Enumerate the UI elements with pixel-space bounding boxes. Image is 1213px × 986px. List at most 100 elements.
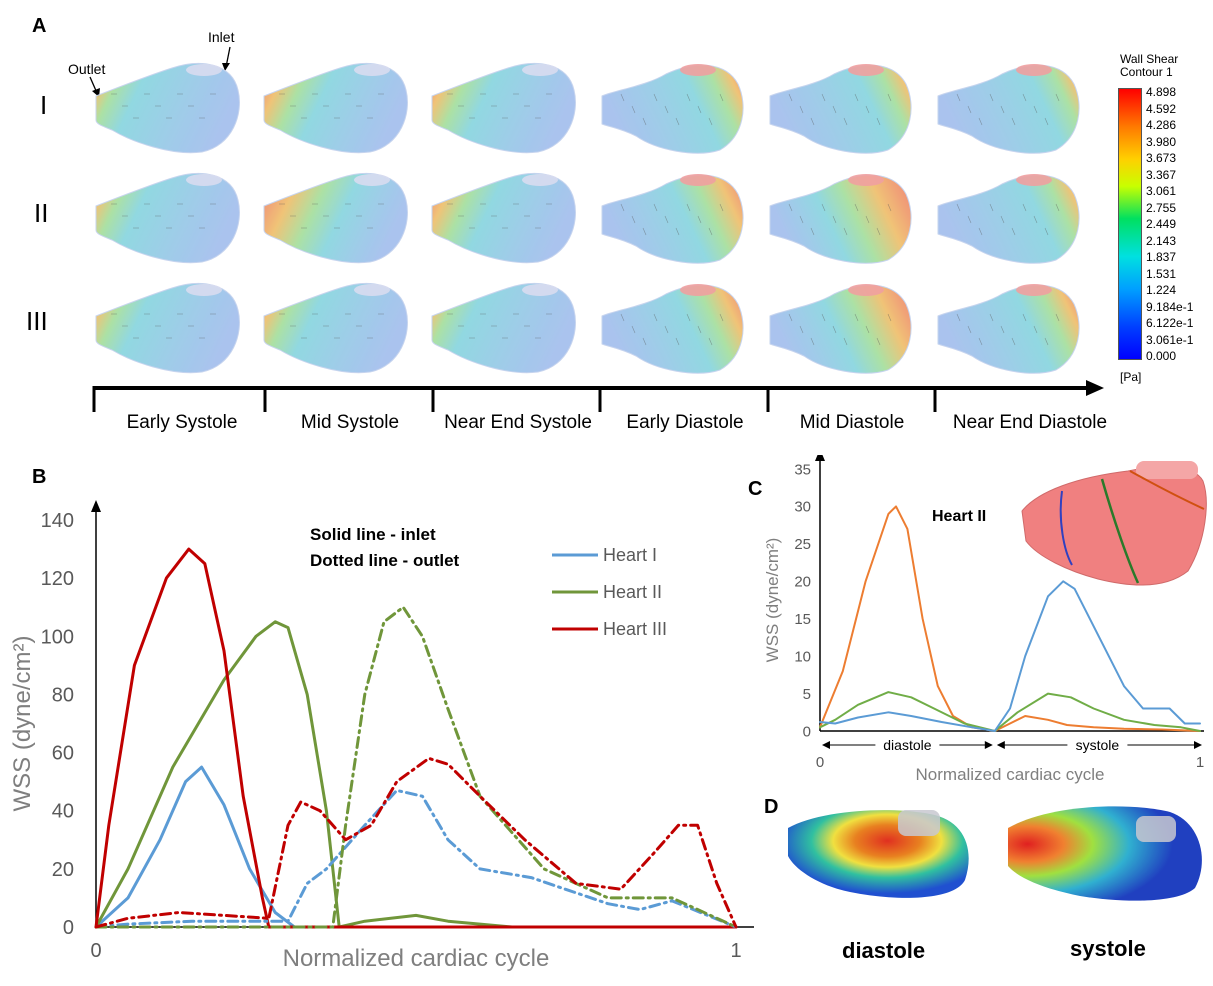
flow-vector: [810, 227, 815, 236]
inlet-cap: [186, 174, 222, 186]
flow-vector: [978, 227, 983, 236]
inlet-cap: [1016, 174, 1052, 186]
flow-vector: [887, 313, 892, 322]
heart-surface: [601, 64, 744, 154]
colorbar-tick-label: 4.592: [1146, 101, 1177, 116]
diastole-range-label: diastole: [883, 737, 931, 753]
inlet-cap: [1016, 284, 1052, 296]
flow-vector: [821, 93, 826, 102]
colorbar-tick-label: 3.061: [1146, 184, 1177, 198]
flow-vector: [843, 117, 848, 126]
flow-vector: [989, 93, 994, 102]
flow-vector: [810, 117, 815, 126]
colorbar-title: Wall Shear Contour 1: [1120, 53, 1178, 79]
flow-vector: [1033, 325, 1038, 334]
y-tick-label: 60: [52, 743, 74, 765]
flow-vector: [821, 203, 826, 212]
heart-surface: [95, 282, 240, 374]
flow-vector: [631, 105, 636, 114]
flow-vector: [686, 313, 691, 322]
flow-vector: [843, 337, 848, 346]
diastole-arrow-left: [822, 741, 830, 749]
flow-vector: [697, 325, 702, 334]
heart-surface: [937, 64, 1080, 154]
heart-ii-inset: Heart II: [932, 461, 1207, 586]
colorbar-tick-label: 3.061e-1: [1146, 332, 1194, 347]
heart-surface: [95, 172, 240, 264]
flow-vector: [887, 93, 892, 102]
heart-surface: [769, 174, 912, 264]
heart-model-I-5: [769, 64, 912, 154]
phase-early-systole: Early Systole: [126, 412, 238, 433]
inlet-cap: [354, 284, 390, 296]
systole-arrow-right: [1194, 741, 1202, 749]
heart-surface: [431, 62, 576, 154]
panel-a-label: A: [32, 15, 47, 37]
legend-label: Heart II: [603, 582, 662, 602]
flow-vector: [620, 313, 625, 322]
flow-vector: [1022, 93, 1027, 102]
colorbar-tick-label: 2.143: [1146, 233, 1177, 248]
phase-near-end-diastole: Near End Diastole: [952, 412, 1108, 433]
x-tick-label: 0: [816, 754, 824, 771]
inlet-cap: [522, 174, 558, 186]
flow-vector: [653, 203, 658, 212]
y-tick-label: 100: [41, 626, 74, 648]
flow-vector: [1044, 227, 1049, 236]
heart-model-I-4: [601, 64, 744, 154]
series-line-4: [94, 788, 738, 929]
outlet-label: Outlet: [68, 61, 106, 77]
inset-plane-blue: [1059, 490, 1073, 566]
phase-mid-systole: Mid Systole: [300, 412, 400, 433]
x-tick-label: 1: [1196, 754, 1204, 771]
flow-vector: [887, 203, 892, 212]
panel-d-hearts: [788, 806, 1202, 901]
inlet-cap: [186, 284, 222, 296]
colorbar-tick-label: 1.224: [1146, 283, 1177, 297]
flow-vector: [1022, 203, 1027, 212]
systole-inlet-patch: [1136, 816, 1176, 842]
flow-vector: [788, 203, 793, 212]
y-tick-label: 20: [52, 859, 74, 881]
heart-surface: [95, 62, 240, 154]
series-line-3: [94, 547, 738, 929]
heart-model-II-2: [263, 172, 408, 264]
flow-vector: [956, 203, 961, 212]
y-axis-arrow: [91, 500, 101, 512]
flow-vector: [1033, 105, 1038, 114]
systole-label-bg: [1067, 736, 1128, 754]
inlet-cap: [848, 64, 884, 76]
y-tick-label: 10: [794, 648, 811, 665]
heart-contour-grid: [95, 62, 1080, 374]
flow-vector: [631, 215, 636, 224]
heart-model-III-5: [769, 284, 912, 374]
flow-vector: [697, 105, 702, 114]
legend-label: Heart III: [603, 619, 667, 639]
legend-label: Heart I: [603, 545, 657, 565]
flow-vector: [843, 227, 848, 236]
timeline-axis: [92, 380, 1104, 412]
flow-vector: [1011, 227, 1016, 236]
heart-surface: [263, 172, 408, 264]
series-line-5: [94, 605, 738, 929]
heart-surface: [263, 282, 408, 374]
diastole-inlet-patch: [898, 810, 940, 836]
flow-vector: [788, 313, 793, 322]
flow-vector: [876, 337, 881, 346]
colorbar-tick-label: 2.755: [1146, 200, 1177, 215]
flow-vector: [956, 313, 961, 322]
y-tick-label: 35: [794, 461, 811, 478]
colorbar-gradient: [1118, 88, 1142, 360]
flow-vector: [675, 227, 680, 236]
flow-vector: [642, 337, 647, 346]
flow-vector: [686, 203, 691, 212]
colorbar-tick-label: 1.531: [1146, 266, 1177, 281]
heart-model-III-6: [937, 284, 1080, 374]
flow-vector: [865, 325, 870, 334]
flow-vector: [978, 117, 983, 126]
flow-vector: [631, 325, 636, 334]
diastole-heart-model: [788, 810, 969, 898]
row-label-iii: III: [26, 306, 48, 336]
flow-vector: [664, 325, 669, 334]
y-tick-label: 40: [52, 801, 74, 823]
